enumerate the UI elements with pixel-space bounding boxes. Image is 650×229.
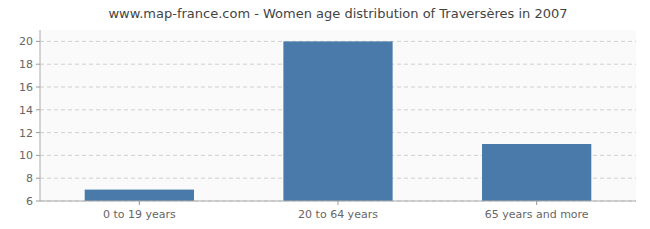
y-tick-label: 8 bbox=[26, 172, 33, 185]
x-tick-label: 65 years and more bbox=[485, 208, 589, 221]
y-tick bbox=[36, 87, 40, 88]
x-tick-label: 20 to 64 years bbox=[298, 208, 378, 221]
y-tick-label: 18 bbox=[19, 58, 33, 71]
y-tick bbox=[36, 178, 40, 179]
y-tick bbox=[36, 201, 40, 202]
y-tick-label: 12 bbox=[19, 127, 33, 140]
x-tick bbox=[338, 201, 339, 205]
bar bbox=[482, 144, 591, 201]
chart: www.map-france.com - Women age distribut… bbox=[0, 0, 650, 229]
y-tick bbox=[36, 64, 40, 65]
y-tick-label: 10 bbox=[19, 149, 33, 162]
bars bbox=[85, 41, 592, 201]
y-axis-line bbox=[40, 30, 41, 201]
title: www.map-france.com - Women age distribut… bbox=[108, 6, 567, 21]
y-tick bbox=[36, 132, 40, 133]
y-tick bbox=[36, 109, 40, 110]
y-tick-label: 20 bbox=[19, 35, 33, 48]
x-tick-label: 0 to 19 years bbox=[103, 208, 176, 221]
y-tick-label: 14 bbox=[19, 104, 33, 117]
bar bbox=[283, 41, 392, 201]
bar bbox=[85, 190, 194, 201]
x-tick bbox=[536, 201, 537, 205]
x-tick bbox=[139, 201, 140, 205]
y-tick-label: 16 bbox=[19, 81, 33, 94]
chart-container: www.map-france.com - Women age distribut… bbox=[0, 0, 650, 229]
y-tick bbox=[36, 41, 40, 42]
y-tick-label: 6 bbox=[26, 195, 33, 208]
y-tick bbox=[36, 155, 40, 156]
